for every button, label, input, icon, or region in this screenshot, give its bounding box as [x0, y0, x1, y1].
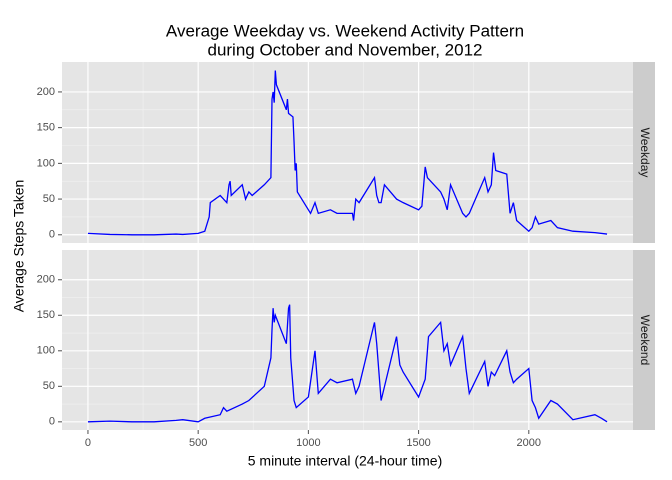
y-tick-label: 100 — [37, 345, 55, 357]
x-tick-label: 0 — [85, 437, 91, 449]
facet-strip — [633, 62, 655, 243]
x-tick-label: 1500 — [406, 437, 430, 449]
x-axis-label: 5 minute interval (24-hour time) — [248, 453, 443, 469]
facet-strip — [633, 250, 655, 430]
data-line — [87, 304, 608, 423]
y-tick-label: 50 — [43, 380, 55, 392]
y-tick-label: 0 — [49, 416, 55, 428]
y-axis-label: Average Steps Taken — [11, 180, 27, 313]
y-tick-label: 50 — [43, 193, 55, 205]
x-tick-label: 1000 — [296, 437, 320, 449]
x-tick-label: 2000 — [517, 437, 541, 449]
panel-background — [62, 62, 633, 243]
y-tick-label: 150 — [37, 309, 55, 321]
y-tick-label: 200 — [37, 274, 55, 286]
y-tick-label: 200 — [37, 86, 55, 98]
chart-title: during October and November, 2012 — [207, 40, 482, 59]
panel-background — [62, 250, 633, 430]
y-tick-label: 0 — [49, 229, 55, 241]
y-tick-label: 150 — [37, 122, 55, 134]
x-tick-label: 500 — [189, 437, 207, 449]
chart-title: Average Weekday vs. Weekend Activity Pat… — [166, 21, 524, 40]
data-line — [87, 70, 608, 236]
y-tick-label: 100 — [37, 157, 55, 169]
facet-label: Weekend — [638, 315, 652, 365]
facet-label: Weekday — [638, 128, 652, 178]
